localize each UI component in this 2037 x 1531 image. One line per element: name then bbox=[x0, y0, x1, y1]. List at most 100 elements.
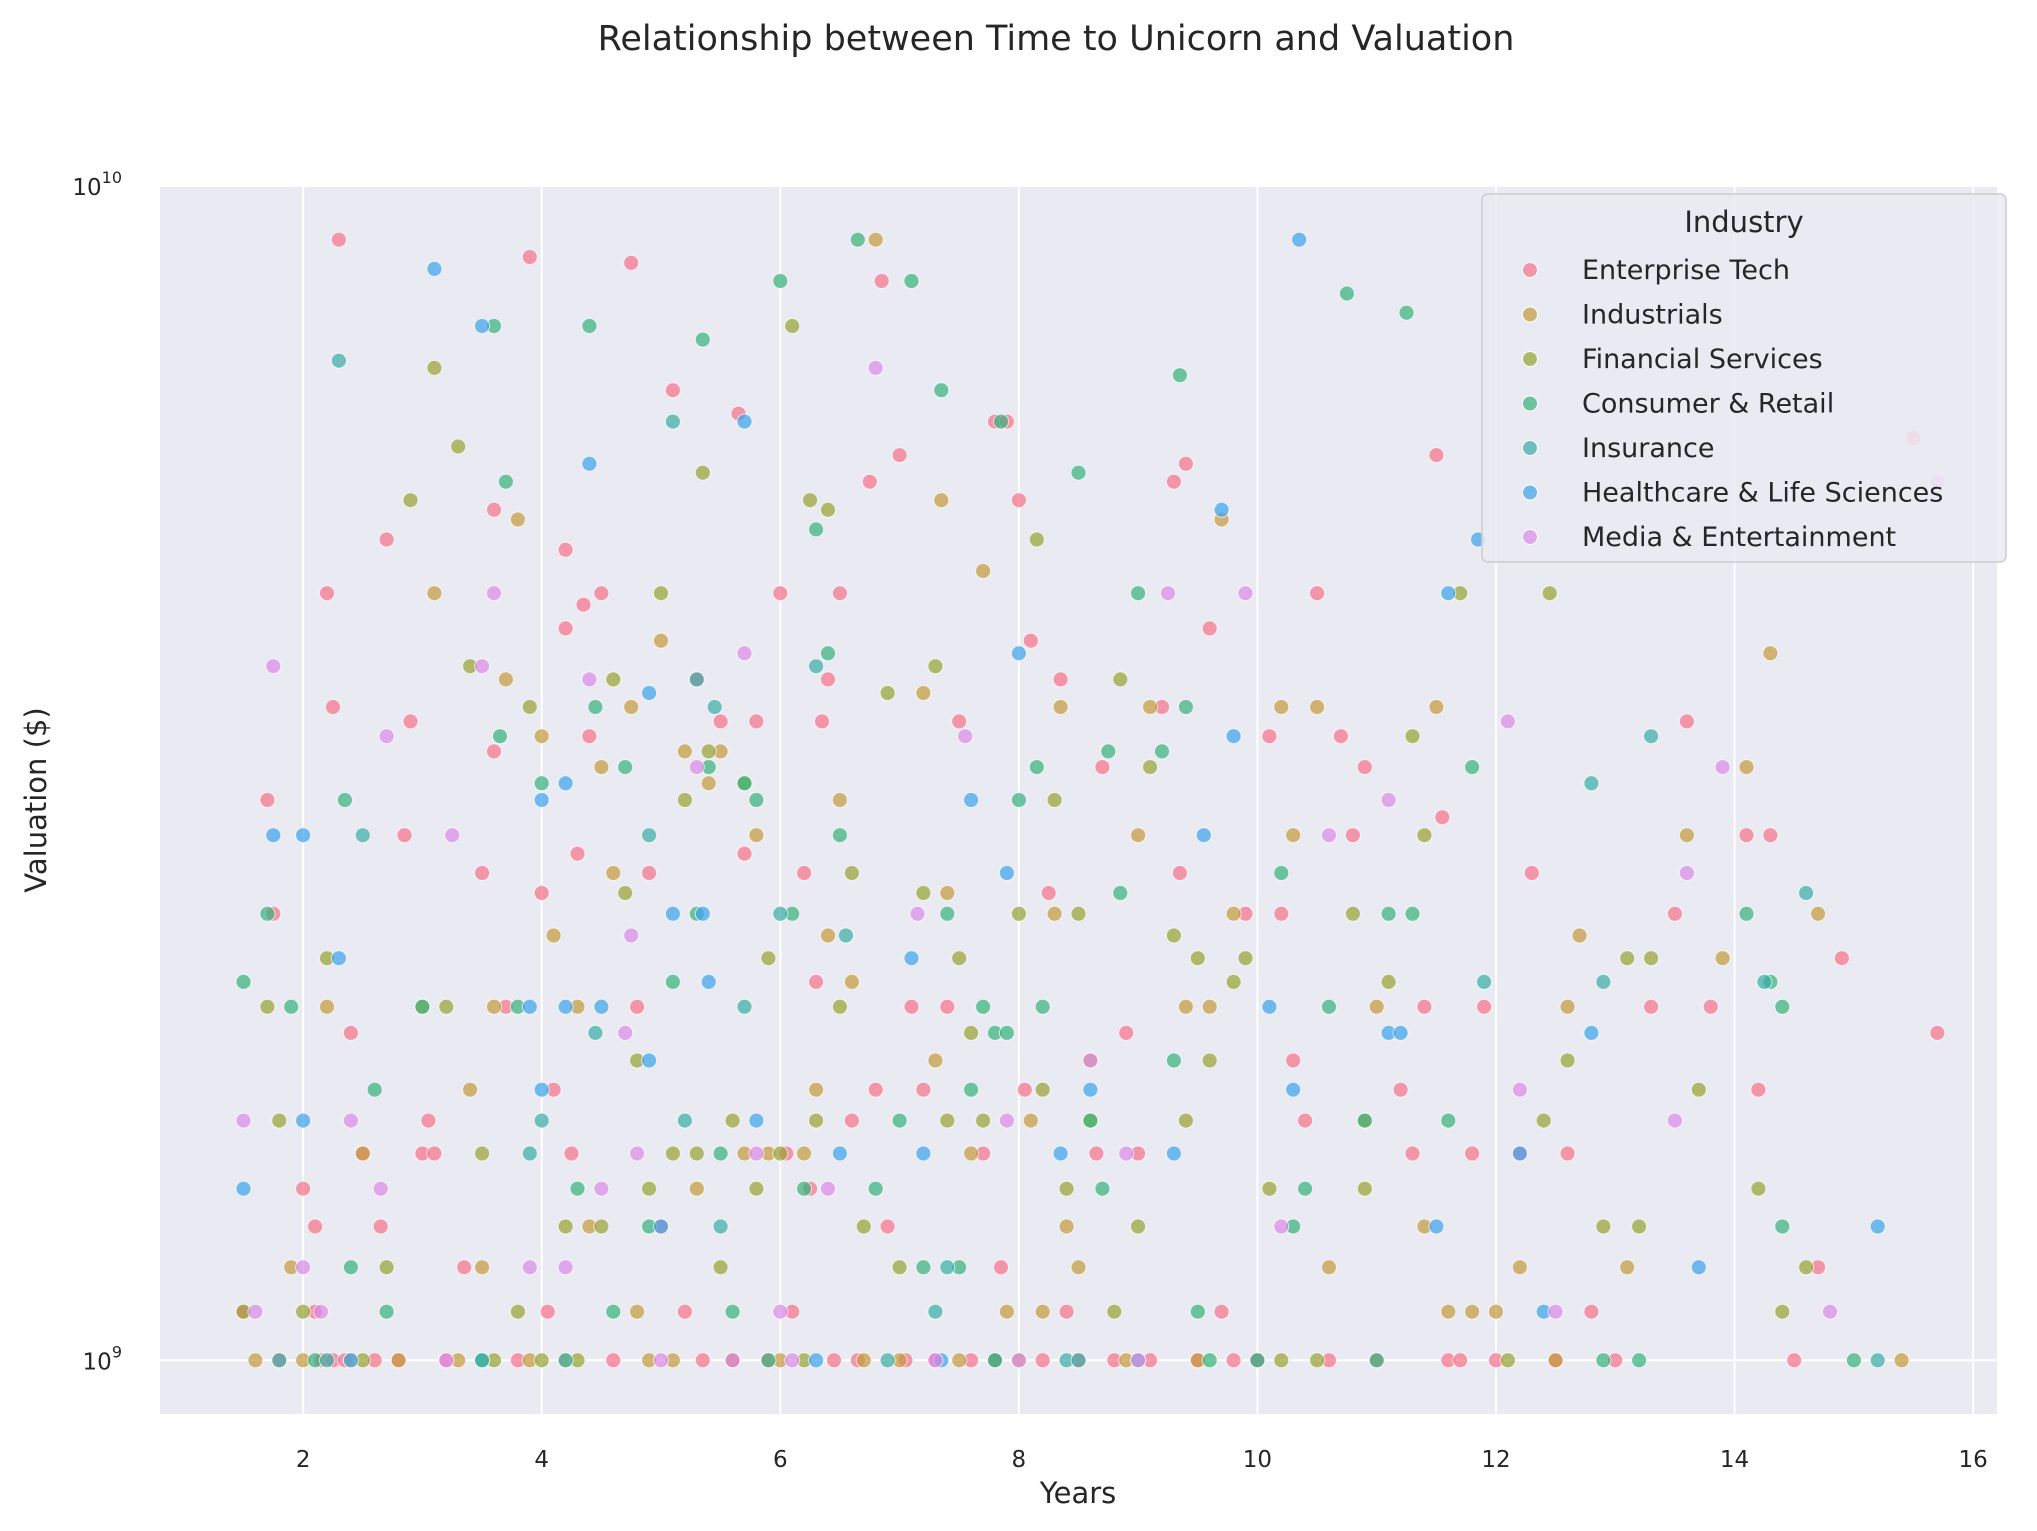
data-point bbox=[521, 1145, 538, 1162]
data-point bbox=[593, 998, 610, 1015]
data-point bbox=[474, 1259, 491, 1276]
data-point bbox=[736, 998, 753, 1015]
data-point bbox=[1082, 1112, 1099, 1129]
data-point bbox=[1738, 827, 1755, 844]
data-point bbox=[867, 1180, 884, 1197]
data-point bbox=[247, 1352, 264, 1369]
data-point bbox=[486, 743, 502, 760]
data-point bbox=[1010, 905, 1027, 922]
data-point bbox=[814, 713, 830, 730]
data-point bbox=[843, 865, 860, 881]
data-point bbox=[1010, 1352, 1027, 1369]
data-point bbox=[915, 1145, 932, 1162]
data-point bbox=[1798, 885, 1815, 901]
data-point bbox=[426, 585, 443, 602]
data-point bbox=[533, 775, 550, 792]
data-point bbox=[808, 521, 825, 538]
data-point bbox=[808, 658, 825, 675]
data-point bbox=[1321, 827, 1337, 844]
data-point bbox=[1643, 728, 1660, 745]
data-point bbox=[796, 1145, 813, 1162]
data-point bbox=[939, 905, 956, 922]
data-point bbox=[259, 905, 276, 922]
data-point bbox=[676, 1112, 693, 1129]
data-point bbox=[772, 1303, 789, 1320]
data-point bbox=[939, 1112, 956, 1129]
data-point bbox=[1225, 973, 1242, 990]
data-point bbox=[1356, 759, 1373, 776]
legend-marker bbox=[1522, 440, 1538, 456]
data-point bbox=[283, 998, 300, 1015]
data-point bbox=[521, 249, 538, 265]
data-point bbox=[545, 927, 562, 944]
data-point bbox=[605, 671, 622, 688]
data-point bbox=[1261, 1180, 1278, 1197]
data-point bbox=[533, 1352, 550, 1369]
data-point bbox=[533, 1112, 550, 1129]
data-point bbox=[849, 231, 866, 248]
data-point bbox=[1189, 950, 1206, 967]
data-point bbox=[1428, 447, 1445, 464]
data-point bbox=[1511, 1259, 1528, 1276]
data-point bbox=[1583, 775, 1600, 792]
data-point bbox=[748, 713, 765, 730]
data-point bbox=[1273, 865, 1290, 881]
data-point bbox=[617, 759, 634, 776]
y-axis-ticks: 109 1010 bbox=[72, 168, 122, 1375]
data-point bbox=[593, 1218, 610, 1235]
data-point bbox=[336, 792, 353, 808]
data-point bbox=[1774, 1303, 1791, 1320]
data-point bbox=[1392, 1081, 1409, 1098]
data-point bbox=[1547, 1352, 1564, 1369]
data-point bbox=[1201, 1352, 1218, 1369]
data-point bbox=[975, 563, 992, 579]
data-point bbox=[963, 792, 980, 808]
data-point bbox=[557, 775, 574, 792]
legend-marker bbox=[1522, 351, 1538, 367]
data-point bbox=[1344, 827, 1361, 844]
data-point bbox=[802, 492, 819, 509]
data-point bbox=[1213, 1303, 1230, 1320]
data-point bbox=[1165, 1145, 1182, 1162]
data-point bbox=[1052, 671, 1069, 688]
data-point bbox=[342, 1259, 359, 1276]
data-point bbox=[378, 728, 395, 745]
data-point bbox=[1595, 1218, 1612, 1235]
data-point bbox=[694, 331, 711, 348]
data-point bbox=[736, 845, 753, 862]
data-point bbox=[688, 1180, 705, 1197]
data-point bbox=[354, 827, 371, 844]
data-point bbox=[653, 632, 669, 649]
data-point bbox=[975, 1112, 992, 1129]
data-point bbox=[1070, 1352, 1087, 1369]
data-point bbox=[1452, 1352, 1469, 1369]
data-point bbox=[1088, 1145, 1105, 1162]
data-point bbox=[1476, 998, 1493, 1015]
data-point bbox=[474, 1352, 491, 1369]
data-point bbox=[319, 585, 335, 602]
data-point bbox=[1810, 905, 1827, 922]
data-point bbox=[843, 1112, 860, 1129]
data-point bbox=[998, 865, 1015, 881]
data-point bbox=[1368, 998, 1385, 1015]
data-point bbox=[1643, 998, 1660, 1015]
x-tick-label: 12 bbox=[1481, 1447, 1510, 1473]
legend-box bbox=[1481, 193, 2007, 563]
data-point bbox=[676, 792, 693, 808]
data-point bbox=[712, 1218, 729, 1235]
data-point bbox=[963, 1024, 980, 1041]
data-point bbox=[831, 1145, 848, 1162]
data-point bbox=[1344, 905, 1361, 922]
data-point bbox=[1499, 1352, 1516, 1369]
data-point bbox=[1034, 1081, 1051, 1098]
data-point bbox=[963, 1081, 980, 1098]
data-point bbox=[1118, 1024, 1135, 1041]
data-point bbox=[1523, 865, 1540, 881]
data-point bbox=[1774, 998, 1791, 1015]
data-point bbox=[998, 1024, 1015, 1041]
data-point bbox=[1040, 885, 1057, 901]
data-point bbox=[1046, 792, 1063, 808]
data-point bbox=[1291, 231, 1308, 248]
data-point bbox=[330, 352, 347, 369]
data-point bbox=[557, 998, 574, 1015]
